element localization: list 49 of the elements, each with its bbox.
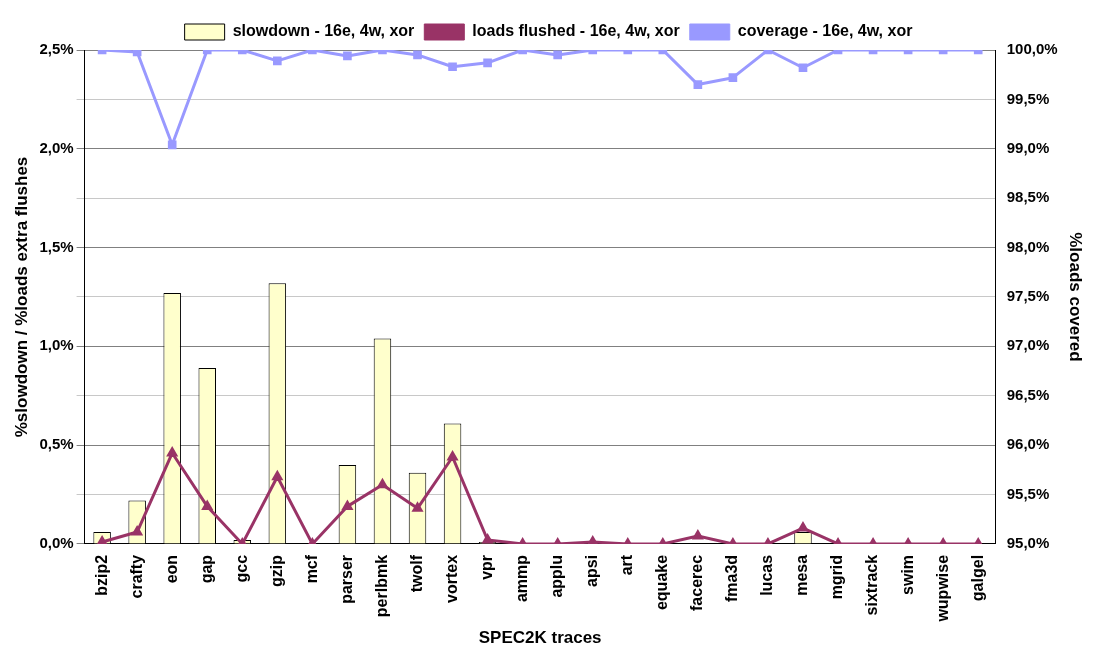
x-tick-label: apsi [583,554,601,587]
x-tick-label: art [618,554,636,576]
x-tick-label: eon [162,554,180,584]
y2-tick-label: 96,0% [1006,435,1050,453]
x-tick-label: equake [653,554,671,611]
y-tick-label: 2,0% [39,138,74,156]
y2-tick-label: 99,5% [1006,89,1050,107]
x-tick-label: perlbmk [372,554,390,618]
y2-tick-label: 98,5% [1006,188,1050,206]
x-tick-label: crafty [127,554,145,599]
y2-tick-label: 98,0% [1006,237,1050,255]
legend-label: coverage - 16e, 4w, xor [737,22,913,40]
y-tick-label: 0,0% [39,534,74,552]
x-tick-label: vortex [442,554,460,603]
x-tick-label: swim [898,554,916,595]
x-tick-label: wupwise [933,554,951,623]
y2-tick-label: 99,0% [1006,138,1050,156]
y2-tick-label: 97,5% [1006,287,1050,305]
y2-tick-label: 100,0% [1006,40,1058,58]
legend-label: loads flushed - 16e, 4w, xor [472,22,680,40]
y-axis-title: %slowdown / %loads extra flushes [11,156,31,438]
x-tick-label: gap [197,554,215,584]
y2-axis-title: %loads covered [1066,232,1086,362]
x-tick-label: twolf [407,554,425,593]
x-tick-label: mgrid [828,554,846,600]
x-tick-label: lucas [758,554,776,596]
y-tick-label: 1,0% [39,336,74,354]
x-tick-label: facerec [688,554,706,611]
y2-tick-label: 95,5% [1006,484,1050,502]
legend-label: slowdown - 16e, 4w, xor [232,22,415,40]
x-tick-label: mesa [793,554,811,596]
x-tick-label: bzip2 [92,554,110,596]
y-tick-label: 2,5% [39,40,74,58]
x-tick-label: sixtrack [863,554,881,616]
y2-tick-label: 96,5% [1006,385,1050,403]
x-tick-label: vpr [478,554,495,580]
x-tick-label: mcf [302,554,320,584]
x-tick-label: gzip [267,554,285,587]
x-tick-label: fma3d [723,554,741,603]
y2-tick-label: 95,0% [1006,534,1050,552]
x-tick-label: galgel [968,554,986,602]
x-axis-title: SPEC2K traces [478,628,602,648]
x-tick-label: ammp [513,554,531,603]
y-tick-label: 1,5% [39,237,74,255]
x-tick-label: applu [548,554,566,598]
x-tick-label: parser [337,554,355,604]
x-tick-label: gcc [232,554,250,583]
y2-tick-label: 97,0% [1006,336,1050,354]
y-tick-label: 0,5% [39,435,74,453]
